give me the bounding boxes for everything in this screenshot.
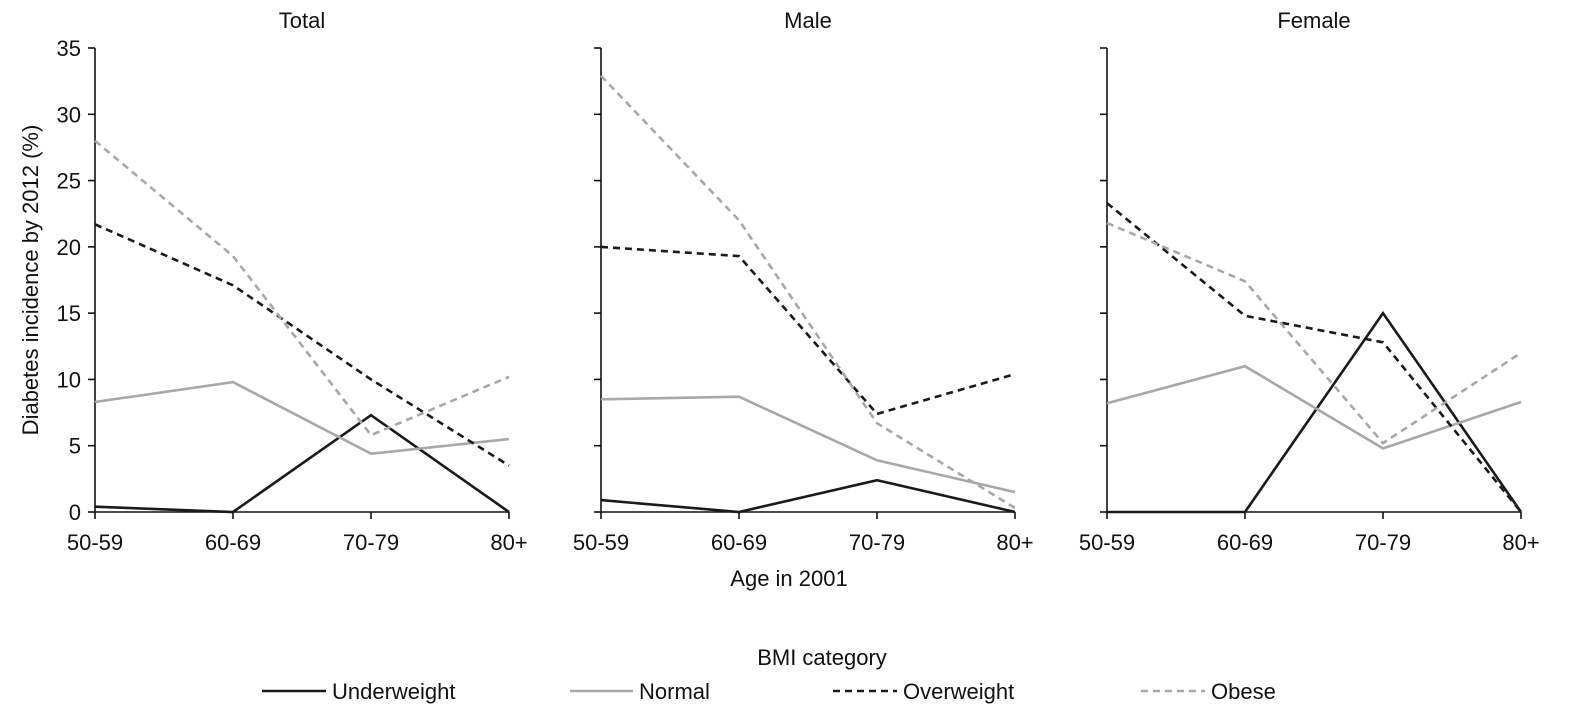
series-line-normal [94,380,510,456]
series-line-obese [1106,221,1522,445]
x-tick-label: 50-59 [573,530,629,555]
x-tick-label: 70-79 [849,530,905,555]
panel-title: Total [279,8,325,33]
y-tick-label: 25 [57,169,81,194]
y-tick-label: 5 [69,434,81,459]
series-line-underweight [600,478,1016,514]
legend-title: BMI category [757,645,887,670]
panel-title: Female [1277,8,1350,33]
panel-title: Male [784,8,832,33]
legend-label: Underweight [332,679,456,704]
x-tick-label: 60-69 [711,530,767,555]
legend-item-underweight: Underweight [262,679,456,704]
chart-legend: Underweight Normal Overweight Obese [262,679,1276,704]
legend-item-overweight: Overweight [833,679,1014,704]
series-line-underweight [94,413,510,514]
x-tick-label: 70-79 [1355,530,1411,555]
series-line-normal [600,395,1016,494]
y-tick-label: 35 [57,36,81,61]
x-tick-label: 70-79 [343,530,399,555]
y-axis-title: Diabetes incidence by 2012 (%) [18,125,43,436]
panel-male: Male 50-59 60-69 70-79 80+ [573,8,1034,555]
x-tick-label: 80+ [1502,530,1539,555]
x-tick-label: 60-69 [205,530,261,555]
y-tick-label: 30 [57,102,81,127]
legend-item-normal: Normal [570,679,710,704]
legend-label: Normal [639,679,710,704]
series-line-normal [1106,364,1522,450]
series-line-overweight [94,223,510,467]
x-axis-title: Age in 2001 [730,566,847,591]
y-tick-label: 10 [57,367,81,392]
series-line-overweight [1106,202,1523,513]
x-tick-label: 80+ [996,530,1033,555]
legend-item-obese: Obese [1141,679,1276,704]
x-tick-label: 60-69 [1217,530,1273,555]
series-line-obese [94,139,510,437]
y-tick-label: 15 [57,301,81,326]
legend-label: Obese [1211,679,1276,704]
x-tick-label: 50-59 [67,530,123,555]
panel-female: Female 50-59 60-69 70-79 80+ [1079,8,1540,555]
y-tick-label: 0 [69,500,81,525]
legend-label: Overweight [903,679,1014,704]
y-tick-label: 20 [57,235,81,260]
panel-total: Total 0 5 10 15 20 25 30 35 50-59 60-69 70-79 80+ [57,8,528,555]
series-line-overweight [600,245,1016,416]
x-tick-label: 80+ [490,530,527,555]
x-tick-label: 50-59 [1079,530,1135,555]
series-line-underweight [1107,310,1523,514]
series-line-obese [600,74,1016,510]
